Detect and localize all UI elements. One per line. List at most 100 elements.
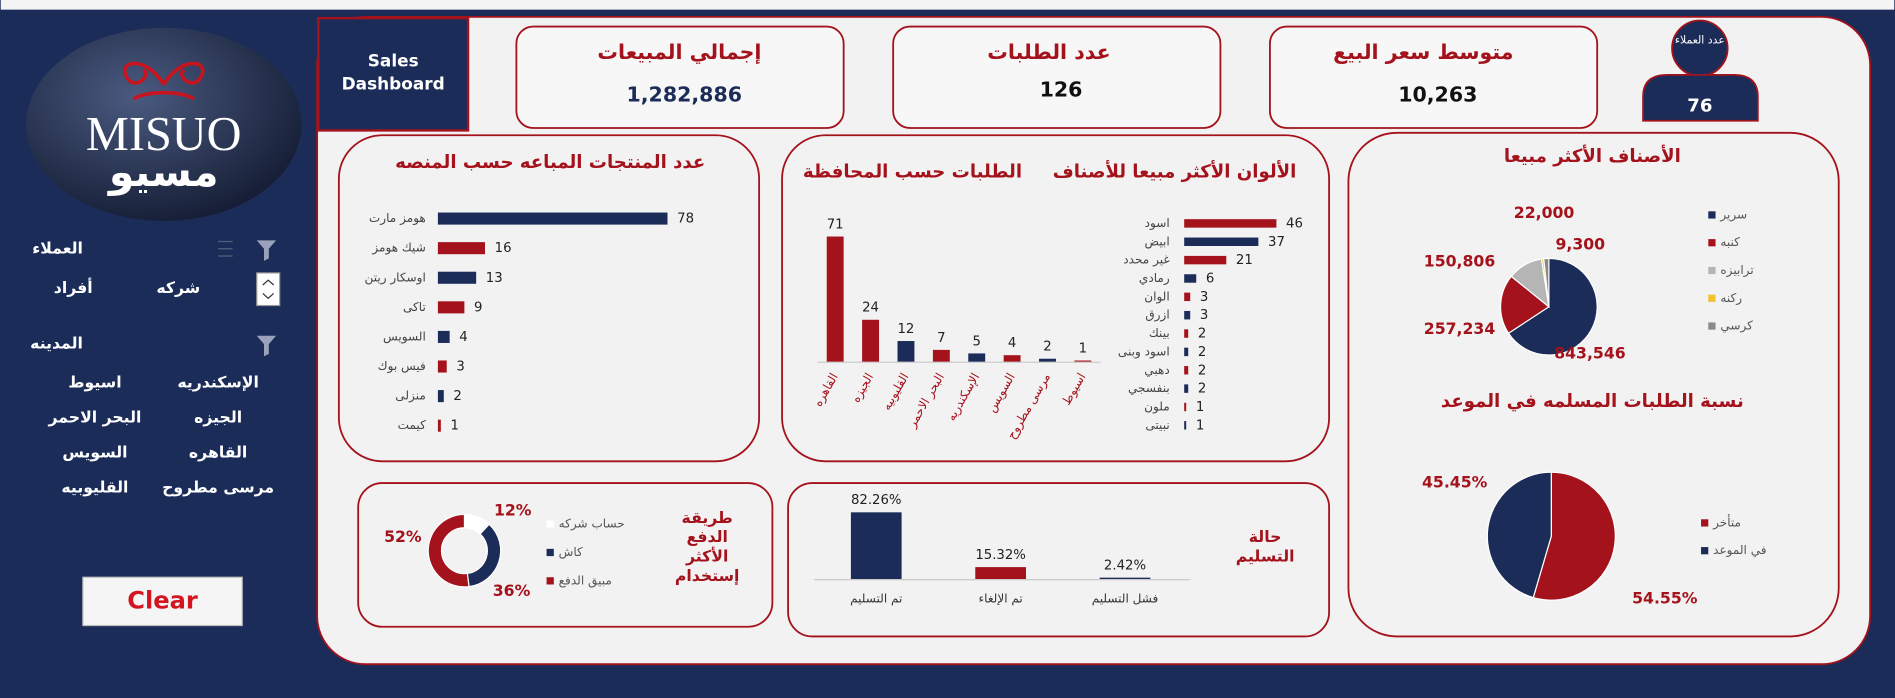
value-label: 12	[898, 322, 915, 337]
slicer-item[interactable]: السويس	[62, 442, 127, 461]
bar	[1184, 421, 1187, 430]
category-label: تاكى	[403, 300, 426, 314]
value-label: 1	[1196, 400, 1204, 415]
kpi-label: إجمالي المبيعات	[597, 40, 761, 64]
bar	[1184, 329, 1189, 338]
value-label: 2	[1198, 327, 1206, 342]
value-label: 2.42%	[1104, 559, 1146, 574]
category-label: بنفسجي	[1128, 381, 1170, 395]
category-label: فشل التسليم	[1092, 591, 1159, 605]
slicer-item[interactable]: الجيزه	[194, 407, 242, 426]
legend-label: ركنه	[1720, 291, 1742, 306]
slicer-item[interactable]: اسيوط	[68, 372, 121, 391]
value-label: 7	[937, 331, 945, 346]
customers-body	[1642, 73, 1759, 122]
bar	[1184, 384, 1189, 393]
multi-select-icon[interactable]	[218, 240, 233, 257]
value-label: 3	[1200, 290, 1208, 305]
slicer-item[interactable]: القاهره	[189, 442, 247, 461]
value-label: 150,806	[1424, 252, 1496, 271]
value-label: 9,300	[1555, 235, 1605, 254]
pie-slice	[427, 513, 470, 588]
value-label: 1	[450, 419, 458, 434]
category-label: نبيتى	[1145, 418, 1169, 432]
dashboard-title: Sales Dashboard	[341, 51, 445, 95]
bar	[975, 567, 1026, 580]
kpi-label: عدد الطلبات	[987, 40, 1110, 64]
kpi-value: 126	[1040, 78, 1083, 102]
category-label: الوان	[1144, 289, 1169, 304]
panel	[337, 134, 761, 463]
legend-marker	[546, 548, 554, 557]
value-label: 22,000	[1514, 203, 1575, 222]
scroll-box[interactable]	[256, 272, 281, 307]
value-label: 45.45%	[1422, 473, 1488, 492]
slicer-item[interactable]: شركه	[156, 278, 200, 297]
bar	[437, 301, 465, 314]
clear-button-label[interactable]: Clear	[127, 586, 198, 614]
pie-slice	[1499, 275, 1550, 335]
filter-icon[interactable]	[256, 335, 277, 357]
clear-button[interactable]	[82, 576, 243, 627]
bar	[1184, 219, 1277, 228]
bar	[437, 271, 477, 284]
category-label: تم التسليم	[850, 591, 902, 605]
value-label: 16	[495, 241, 512, 256]
category-label: هومز مارت	[369, 211, 426, 226]
category-label: السويس	[383, 329, 426, 344]
slicer-item[interactable]: أفراد	[54, 277, 93, 297]
bar	[826, 236, 844, 363]
legend-label: متأخر	[1712, 513, 1741, 530]
bar	[862, 319, 880, 363]
chart-title: نسبة الطلبات المسلمه في الموعد	[1441, 391, 1744, 412]
value-label: 1	[1196, 418, 1204, 433]
value-label: 46	[1286, 216, 1303, 231]
value-label: 4	[459, 330, 467, 345]
customers-label-box: عدد العملاء	[1675, 35, 1725, 47]
slicer-item[interactable]: الإسكندريه	[177, 372, 259, 391]
chart-title: الأصناف الأكثر مبيعا	[1504, 145, 1681, 167]
bar	[1184, 402, 1187, 412]
value-label: 2	[1043, 340, 1051, 355]
slicer-title: المدينه	[30, 334, 83, 353]
value-label: 2	[1198, 363, 1206, 378]
chart-title: حالة التسليم	[1235, 528, 1295, 567]
bar	[1184, 292, 1191, 302]
value-label: 6	[1206, 271, 1214, 286]
legend-marker	[1708, 239, 1716, 247]
delivery-title-box: حالة التسليم	[1235, 528, 1295, 567]
bar	[1184, 255, 1227, 265]
legend-label: مبيق الدفع	[559, 573, 612, 588]
value-label: 3	[1200, 308, 1208, 323]
slicer-item[interactable]: القليوبيه	[61, 477, 128, 496]
category-label: كيمت	[398, 418, 426, 432]
legend-marker	[1701, 547, 1709, 555]
value-label: 4	[1008, 336, 1016, 351]
value-label: 843,546	[1554, 343, 1626, 362]
slicer-title: العملاء	[32, 238, 83, 257]
value-label: 21	[1236, 253, 1253, 268]
pie-slice	[1532, 471, 1616, 601]
value-label: 13	[486, 271, 503, 286]
value-label: 2	[453, 389, 461, 404]
bar	[1074, 360, 1092, 363]
bar	[437, 330, 450, 343]
bar	[932, 349, 950, 363]
value-label: 12%	[494, 500, 532, 519]
chart-title: طريقة الدفع الأكثر إستخدام	[674, 509, 740, 586]
legend-marker	[1708, 266, 1716, 275]
bar	[437, 390, 444, 403]
value-label: 52%	[384, 527, 422, 546]
slicer-item[interactable]: البحر الاحمر	[48, 407, 142, 426]
category-label: بينك	[1149, 326, 1170, 340]
legend-label: حساب شركه	[559, 517, 625, 532]
filter-icon[interactable]	[256, 240, 277, 261]
slicer-item[interactable]: مرسى مطروح	[162, 477, 274, 496]
value-label: 78	[677, 212, 694, 227]
bar	[850, 512, 902, 580]
pie-slice	[1507, 257, 1598, 356]
scroll-arrows	[262, 279, 275, 300]
legend-marker	[1708, 294, 1716, 302]
category-label: فيس بوك	[378, 359, 426, 374]
